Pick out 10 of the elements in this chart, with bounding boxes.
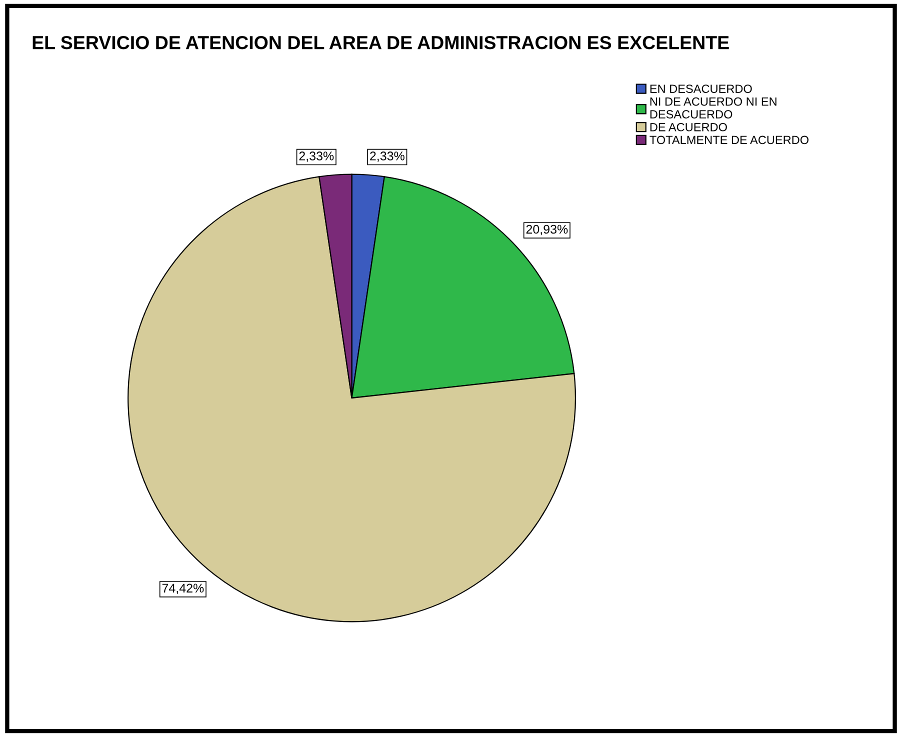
pie-slice [128,176,576,622]
legend-label: NI DE ACUERDO NI EN DESACUERDO [650,97,776,118]
chart-title: EL SERVICIO DE ATENCION DEL AREA DE ADMINISTRACION ES EXCELENTE [32,36,729,50]
legend-label: DE ACUERDO [650,122,727,132]
data-label: 20,93% [526,224,568,236]
data-label: 2,33% [299,152,334,162]
legend-label: EN DESACUERDO [650,84,752,93]
data-label: 74,42% [162,584,204,594]
data-label: 2,33% [370,152,404,162]
legend-label: TOTALMENTE DE ACUERDO [650,136,808,144]
